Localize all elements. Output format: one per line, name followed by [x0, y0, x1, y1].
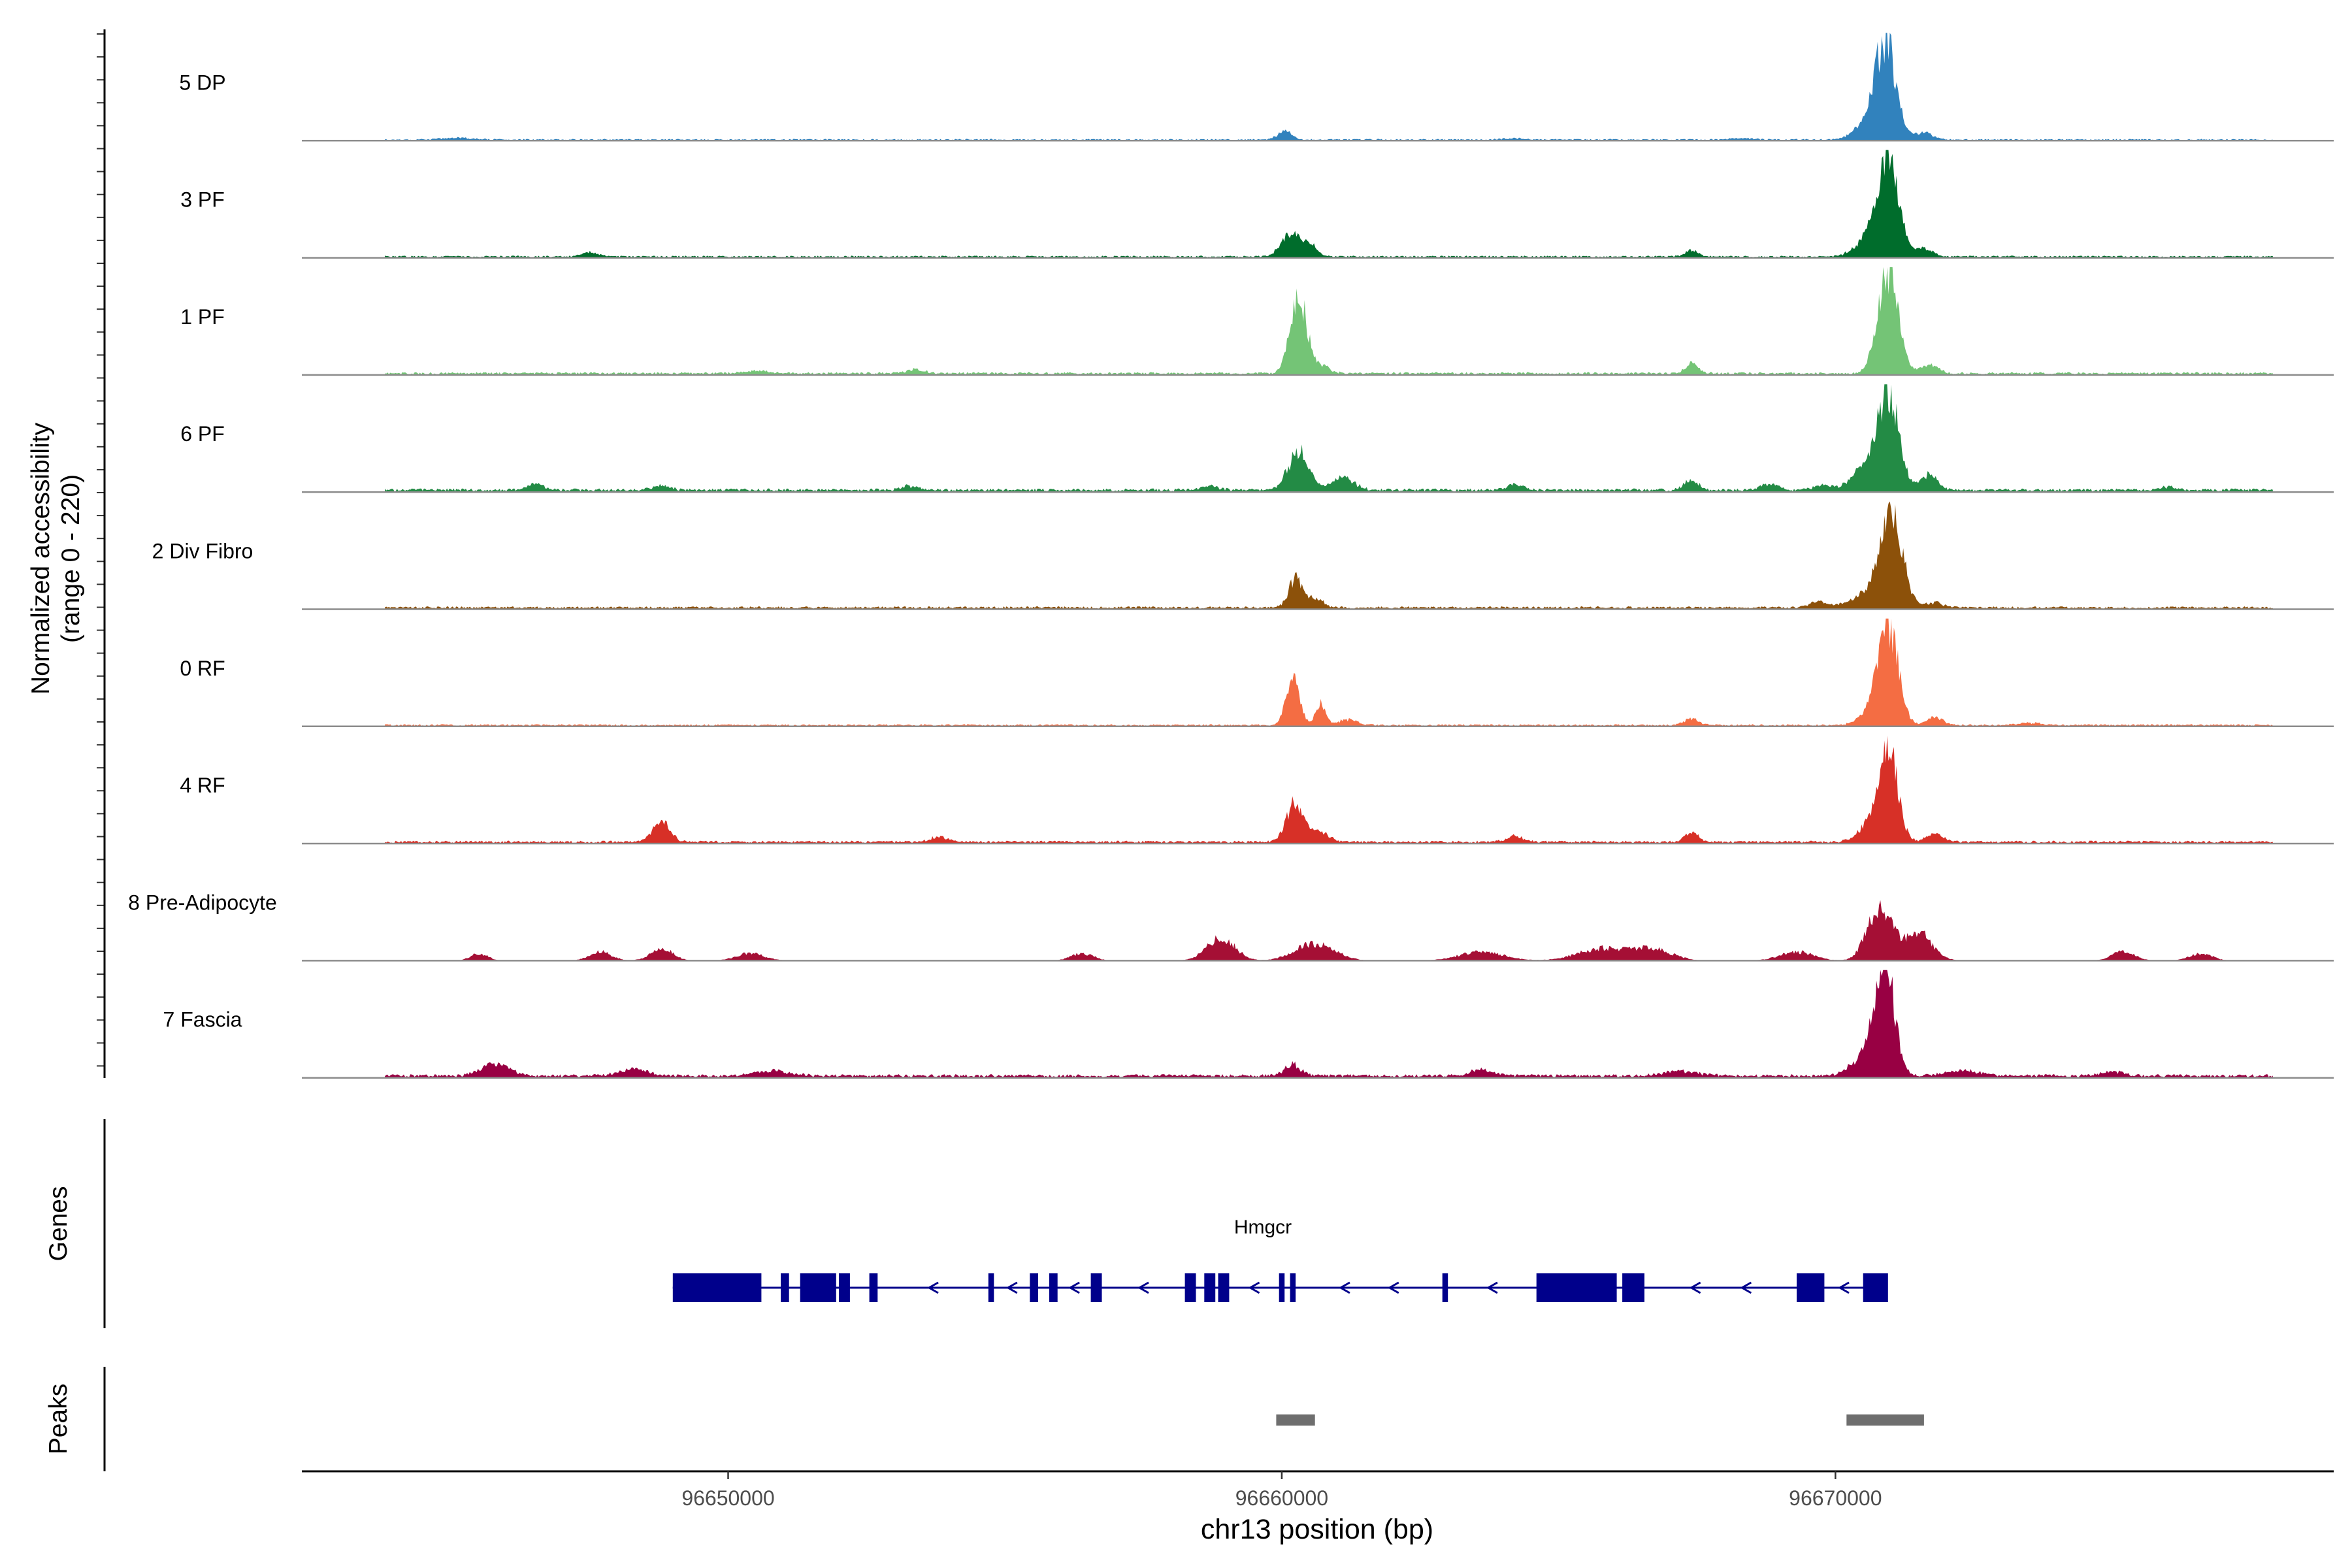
strand-arrow	[1137, 1281, 1149, 1294]
peak-regions	[1276, 1414, 1924, 1426]
exon	[869, 1273, 878, 1302]
track-label: 8 Pre-Adipocyte	[128, 890, 277, 914]
track-8-pre-adipocyte: 8 Pre-Adipocyte	[128, 890, 2334, 962]
peaks-label: Peaks	[44, 1384, 73, 1454]
track-2-div-fibro: 2 Div Fibro	[152, 501, 2334, 610]
track-0-rf: 0 RF	[180, 618, 2334, 728]
peak-region	[1276, 1414, 1315, 1426]
track-label: 3 PF	[180, 188, 225, 212]
exon	[1279, 1273, 1285, 1302]
exon	[1090, 1273, 1102, 1302]
track-signal	[385, 33, 2273, 141]
strand-arrow	[1486, 1281, 1498, 1294]
track-signal	[385, 618, 2273, 727]
exon	[1622, 1273, 1644, 1302]
exon	[1290, 1273, 1296, 1302]
exon	[1218, 1273, 1230, 1302]
y-axis-ticks	[97, 33, 105, 1067]
exon	[1536, 1273, 1617, 1302]
strand-arrow	[927, 1281, 939, 1294]
x-tick-label: 96660000	[1235, 1486, 1328, 1510]
gene-name: Hmgcr	[1234, 1217, 1292, 1238]
track-1-pf: 1 PF	[180, 267, 2334, 376]
gene-model	[672, 1273, 1888, 1302]
track-signal	[385, 900, 2273, 961]
track-label: 0 RF	[180, 657, 225, 680]
track-signal	[385, 970, 2273, 1078]
exon	[1797, 1273, 1825, 1302]
track-label: 2 Div Fibro	[152, 540, 253, 563]
strand-arrow	[1338, 1281, 1350, 1294]
exon	[672, 1273, 762, 1302]
x-axis-ticks: 96650000 96660000 96670000	[681, 1471, 1882, 1510]
strand-arrow	[1248, 1281, 1260, 1294]
exon	[1863, 1273, 1888, 1302]
track-label: 5 DP	[179, 71, 225, 94]
track-5-dp: 5 DP	[179, 33, 2334, 142]
exon	[1442, 1273, 1448, 1302]
exon	[839, 1273, 850, 1302]
exon	[1184, 1273, 1196, 1302]
exon	[1030, 1273, 1038, 1302]
strand-arrow	[1838, 1281, 1850, 1294]
exon	[1204, 1273, 1216, 1302]
y-axis-label-line2: (range 0 - 220)	[57, 474, 85, 643]
strand-arrow	[1005, 1281, 1018, 1294]
track-signal	[385, 150, 2273, 258]
x-tick-label: 96670000	[1789, 1486, 1882, 1510]
track-label: 1 PF	[180, 305, 225, 329]
track-label: 7 Fascia	[163, 1008, 242, 1032]
track-signal	[385, 384, 2273, 493]
y-axis-label-line1: Normalized accessibility	[27, 422, 55, 694]
track-signal	[385, 736, 2273, 844]
track-label: 4 RF	[180, 774, 225, 797]
strand-arrow	[1387, 1281, 1399, 1294]
track-3-pf: 3 PF	[180, 150, 2334, 259]
x-tick-label: 96650000	[681, 1486, 774, 1510]
strand-arrow	[1740, 1281, 1752, 1294]
accessibility-tracks: 5 DP 3 PF 1 PF 6 PF 2 Div Fibro 0 RF 4 RF 8 Pre…	[128, 33, 2334, 1079]
strand-arrow	[1689, 1281, 1701, 1294]
exon	[800, 1273, 836, 1302]
track-label: 6 PF	[180, 422, 225, 446]
exon	[781, 1273, 789, 1302]
track-signal	[385, 267, 2273, 375]
peak-region	[1846, 1414, 1924, 1426]
track-signal	[385, 501, 2273, 610]
strand-arrow	[1068, 1281, 1080, 1294]
exon	[1049, 1273, 1058, 1302]
x-axis-label: chr13 position (bp)	[1201, 1514, 1433, 1545]
track-4-rf: 4 RF	[180, 736, 2334, 845]
track-6-pf: 6 PF	[180, 384, 2334, 493]
track-7-fascia: 7 Fascia	[163, 970, 2334, 1079]
genes-label: Genes	[44, 1186, 73, 1262]
exon	[988, 1273, 994, 1302]
